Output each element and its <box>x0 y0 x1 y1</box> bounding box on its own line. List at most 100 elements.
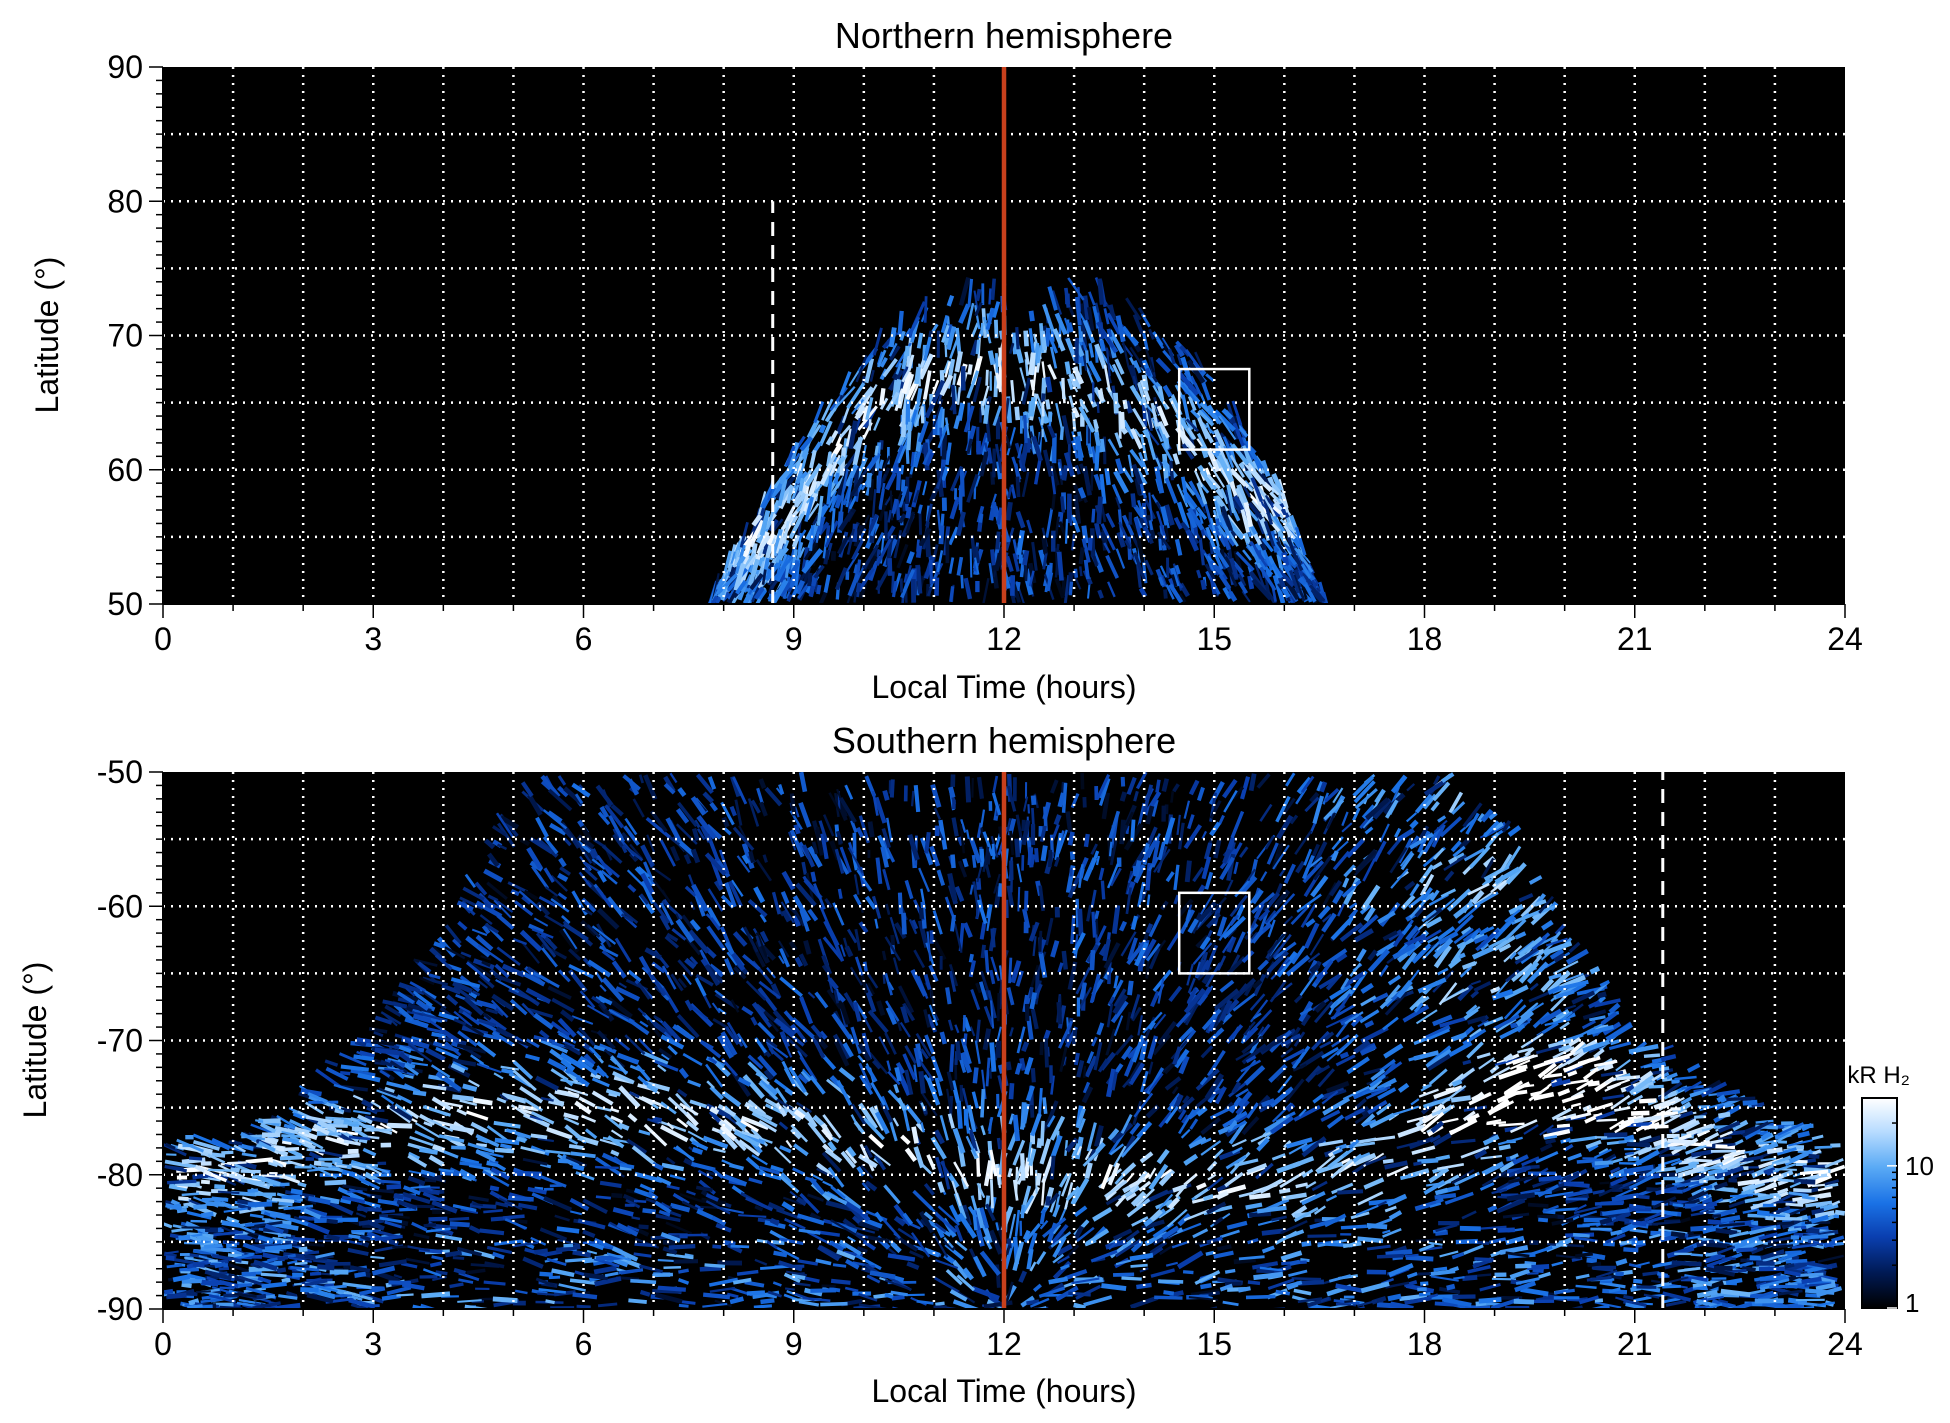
emission-streak <box>396 1094 413 1105</box>
emission-streak <box>1156 531 1172 551</box>
emission-streak <box>1203 842 1213 860</box>
emission-streak <box>679 1102 699 1116</box>
emission-streak <box>1561 1171 1580 1183</box>
emission-streak <box>281 1194 301 1201</box>
emission-streak <box>1518 960 1540 984</box>
emission-streak <box>614 1037 631 1052</box>
emission-streak <box>1192 942 1213 965</box>
emission-streak <box>477 979 488 989</box>
emission-streak <box>1671 1079 1680 1084</box>
emission-streak <box>904 1147 918 1163</box>
emission-streak <box>690 1161 716 1172</box>
emission-streak <box>1050 1075 1055 1095</box>
emission-streak <box>1396 827 1415 842</box>
emission-streak <box>853 1120 866 1135</box>
emission-streak <box>424 1178 437 1183</box>
emission-streak <box>457 1030 478 1047</box>
emission-streak <box>1240 509 1250 533</box>
emission-streak <box>637 1037 655 1056</box>
emission-streak <box>1133 552 1147 581</box>
emission-streak <box>704 852 727 876</box>
emission-streak <box>1039 1209 1046 1225</box>
emission-streak <box>1088 291 1096 306</box>
emission-streak <box>1376 1077 1397 1091</box>
emission-streak <box>338 1052 367 1067</box>
emission-streak <box>1139 1151 1154 1164</box>
emission-streak <box>1262 892 1281 913</box>
emission-streak <box>478 974 495 989</box>
emission-streak <box>1296 547 1311 565</box>
emission-streak <box>1165 584 1175 600</box>
emission-streak <box>218 1266 230 1271</box>
emission-streak <box>1071 533 1076 551</box>
emission-streak <box>163 1288 174 1295</box>
emission-streak <box>468 1079 480 1088</box>
emission-streak <box>532 971 560 989</box>
emission-streak <box>1074 296 1082 326</box>
emission-streak <box>1610 1166 1621 1174</box>
emission-streak <box>931 323 939 333</box>
emission-streak <box>781 1201 795 1213</box>
emission-streak <box>1272 501 1283 512</box>
emission-streak <box>948 963 959 987</box>
emission-streak <box>740 1115 769 1131</box>
emission-streak <box>1302 571 1313 585</box>
emission-streak <box>1044 917 1054 946</box>
emission-streak <box>1568 1135 1597 1143</box>
emission-streak <box>1257 486 1272 510</box>
emission-streak <box>1288 569 1300 594</box>
emission-streak <box>1177 1109 1187 1121</box>
emission-streak <box>1548 1207 1579 1212</box>
emission-streak <box>1145 348 1155 373</box>
emission-streak <box>1491 1188 1508 1195</box>
emission-streak <box>1263 520 1276 547</box>
emission-streak <box>1131 1216 1149 1227</box>
emission-streak <box>374 1015 393 1025</box>
emission-streak <box>868 478 875 501</box>
emission-streak <box>1161 442 1174 463</box>
emission-streak <box>381 1209 395 1214</box>
emission-streak <box>1115 548 1126 569</box>
emission-streak <box>626 1138 648 1154</box>
emission-streak <box>1234 1158 1259 1168</box>
emission-streak <box>760 1077 779 1096</box>
emission-streak <box>1129 448 1145 468</box>
emission-streak <box>818 420 833 447</box>
emission-streak <box>1532 1267 1544 1274</box>
emission-streak <box>530 1145 550 1156</box>
emission-streak <box>1249 1192 1271 1200</box>
emission-streak <box>791 1017 817 1041</box>
x-tick-label: 12 <box>986 621 1022 657</box>
emission-streak <box>1037 1087 1043 1117</box>
emission-streak <box>1485 832 1500 849</box>
emission-streak <box>826 451 832 467</box>
emission-streak <box>1127 454 1134 478</box>
emission-streak <box>627 969 642 983</box>
emission-streak <box>380 1011 402 1025</box>
emission-streak <box>1411 943 1433 964</box>
emission-streak <box>1174 564 1181 575</box>
emission-streak <box>904 879 914 900</box>
emission-streak <box>953 415 961 430</box>
emission-streak <box>1173 343 1185 358</box>
emission-streak <box>637 866 650 878</box>
emission-streak <box>665 1221 693 1235</box>
south-panel: Southern hemisphere 0 3 6 9 12 15 18 21 24-90-80… <box>17 720 1863 1409</box>
emission-streak <box>1559 1021 1570 1030</box>
emission-streak <box>894 1235 919 1252</box>
emission-streak <box>1135 772 1148 790</box>
emission-streak <box>1047 363 1057 380</box>
emission-streak <box>1133 428 1142 438</box>
emission-streak <box>867 973 879 989</box>
emission-streak <box>456 900 474 912</box>
emission-streak <box>1008 342 1015 354</box>
emission-streak <box>1099 473 1107 504</box>
emission-streak <box>475 934 494 952</box>
emission-streak <box>1423 779 1447 797</box>
emission-streak <box>1567 1152 1583 1162</box>
emission-streak <box>1226 401 1238 428</box>
emission-streak <box>812 1038 826 1059</box>
emission-streak <box>799 435 814 452</box>
emission-streak <box>1320 591 1329 604</box>
emission-streak <box>1300 1257 1310 1263</box>
